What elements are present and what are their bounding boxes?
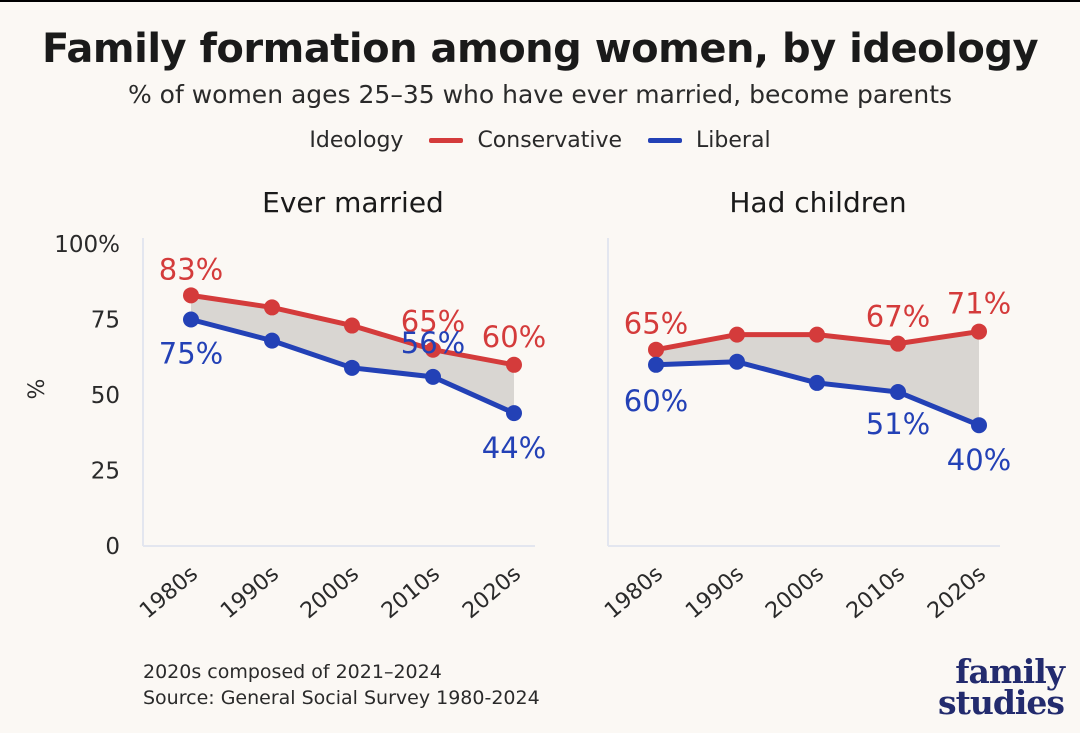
- y-tick-label: 25: [91, 459, 120, 485]
- x-tick-label-ever-married: 2000s: [296, 561, 364, 624]
- gap-area-ever-married: [191, 295, 514, 414]
- y-axis-label: %: [25, 379, 50, 400]
- data-point-conservative-ever-married: [264, 299, 280, 316]
- y-tick-label: 100%: [54, 232, 120, 258]
- data-label-conservative-ever-married: 83%: [159, 252, 223, 286]
- data-point-conservative-had-children: [890, 335, 906, 352]
- logo-line-2: studies: [938, 683, 1065, 722]
- data-point-conservative-ever-married: [506, 356, 522, 373]
- panel-title-had-children: Had children: [729, 186, 907, 219]
- data-point-conservative-ever-married: [183, 287, 199, 304]
- x-tick-label-ever-married: 2010s: [377, 561, 445, 624]
- data-point-liberal-had-children: [971, 417, 987, 434]
- data-label-liberal-had-children: 51%: [866, 407, 930, 441]
- x-tick-label-ever-married: 2020s: [458, 561, 526, 624]
- footnote-source: Source: General Social Survey 1980-2024: [143, 687, 540, 709]
- panel-title-ever-married: Ever married: [262, 186, 444, 219]
- x-tick-label-had-children: 1980s: [600, 561, 668, 624]
- legend-label: Ideology: [309, 128, 404, 153]
- family-studies-logo: family studies: [938, 652, 1065, 722]
- legend-item-conservative: Conservative: [429, 128, 622, 153]
- data-point-liberal-had-children: [890, 383, 906, 400]
- legend-swatch-conservative: [429, 138, 464, 143]
- data-label-liberal-ever-married: 56%: [401, 326, 465, 360]
- data-point-liberal-had-children: [648, 356, 664, 373]
- chart-subtitle: % of women ages 25–35 who have ever marr…: [127, 80, 953, 109]
- data-point-liberal-had-children: [809, 374, 825, 391]
- x-tick-label-ever-married: 1990s: [216, 561, 284, 624]
- data-point-conservative-had-children: [809, 326, 825, 343]
- data-label-liberal-had-children: 60%: [624, 384, 688, 418]
- data-label-conservative-had-children: 67%: [866, 300, 930, 334]
- data-label-conservative-had-children: 71%: [947, 287, 1011, 321]
- data-point-conservative-ever-married: [344, 317, 360, 334]
- legend-swatch-liberal: [648, 138, 683, 143]
- data-label-liberal-had-children: 40%: [947, 443, 1011, 477]
- data-label-conservative-ever-married: 60%: [482, 320, 546, 354]
- y-tick-label: 75: [91, 308, 120, 334]
- data-point-liberal-ever-married: [425, 368, 441, 385]
- data-point-liberal-ever-married: [264, 332, 280, 349]
- data-point-conservative-had-children: [729, 326, 745, 343]
- data-label-liberal-ever-married: 44%: [482, 431, 546, 465]
- legend: Ideology Conservative Liberal: [0, 128, 1080, 153]
- footnote: 2020s composed of 2021–2024 Source: Gene…: [143, 659, 540, 711]
- x-tick-label-ever-married: 1980s: [135, 561, 203, 624]
- legend-text-liberal: Liberal: [696, 128, 771, 153]
- data-point-conservative-had-children: [971, 323, 987, 340]
- logo-line-1: family: [955, 652, 1065, 691]
- data-point-liberal-ever-married: [344, 359, 360, 376]
- data-point-liberal-ever-married: [183, 311, 199, 328]
- footnote-composition: 2020s composed of 2021–2024: [143, 661, 442, 683]
- y-tick-label: 0: [105, 534, 120, 560]
- data-label-liberal-ever-married: 75%: [159, 337, 223, 371]
- legend-item-liberal: Liberal: [648, 128, 771, 153]
- legend-text-conservative: Conservative: [477, 128, 623, 153]
- data-point-liberal-had-children: [729, 353, 745, 370]
- chart-title: Family formation among women, by ideolog…: [41, 26, 1039, 72]
- x-tick-label-had-children: 1990s: [681, 561, 749, 624]
- x-tick-label-had-children: 2000s: [761, 561, 829, 624]
- data-point-conservative-ever-married: [425, 341, 441, 358]
- data-point-liberal-ever-married: [506, 405, 522, 422]
- data-point-conservative-had-children: [648, 341, 664, 358]
- data-label-conservative-ever-married: 65%: [401, 305, 465, 339]
- data-label-conservative-had-children: 65%: [624, 307, 688, 341]
- x-tick-label-had-children: 2010s: [842, 561, 910, 624]
- y-tick-label: 50: [91, 383, 120, 409]
- x-tick-label-had-children: 2020s: [923, 561, 991, 624]
